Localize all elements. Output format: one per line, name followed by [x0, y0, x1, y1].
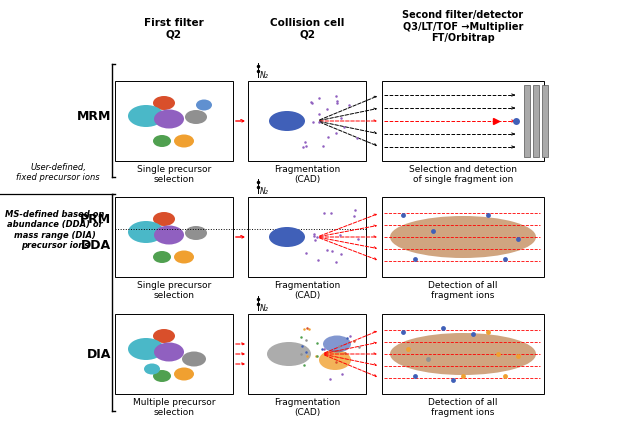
Ellipse shape [182, 352, 206, 367]
Ellipse shape [153, 212, 175, 226]
Ellipse shape [154, 110, 184, 129]
Ellipse shape [174, 135, 194, 148]
Ellipse shape [267, 342, 311, 366]
Bar [542, 86, 548, 158]
Ellipse shape [269, 112, 305, 132]
Bar [533, 86, 539, 158]
Bar [115, 314, 233, 394]
Bar [382, 314, 544, 394]
Ellipse shape [153, 97, 175, 111]
Bar [382, 82, 544, 162]
Ellipse shape [174, 367, 194, 381]
Text: User-defined,
fixed precursor ions: User-defined, fixed precursor ions [16, 162, 100, 182]
Bar [248, 82, 366, 162]
Text: N₂: N₂ [260, 71, 269, 80]
Bar [382, 198, 544, 277]
Text: Multiple precursor
selection: Multiple precursor selection [133, 397, 215, 417]
Ellipse shape [153, 136, 171, 148]
Text: Fragmentation
(CAD): Fragmentation (CAD) [274, 280, 340, 300]
Bar [248, 198, 366, 277]
Ellipse shape [319, 350, 351, 370]
Ellipse shape [390, 333, 536, 375]
Text: DIA: DIA [87, 348, 111, 360]
Text: MRM: MRM [77, 110, 111, 123]
Text: MS-defined based on
abundance (DDA) or
mass range (DIA)
precursor ions: MS-defined based on abundance (DDA) or m… [5, 209, 104, 250]
Bar [115, 82, 233, 162]
Ellipse shape [128, 106, 164, 128]
Ellipse shape [128, 338, 164, 360]
Ellipse shape [144, 364, 160, 374]
Text: DDA: DDA [81, 239, 111, 252]
Ellipse shape [185, 111, 207, 125]
Text: Detection of all
fragment ions: Detection of all fragment ions [428, 397, 498, 417]
Text: First filter
Q2: First filter Q2 [144, 18, 204, 39]
Ellipse shape [128, 222, 164, 244]
Text: Selection and detection
of single fragment ion: Selection and detection of single fragme… [409, 165, 517, 184]
Text: Fragmentation
(CAD): Fragmentation (CAD) [274, 165, 340, 184]
Text: PRM: PRM [80, 213, 111, 226]
Ellipse shape [323, 336, 351, 353]
Text: N₂: N₂ [260, 187, 269, 195]
Text: Single precursor
selection: Single precursor selection [137, 165, 211, 184]
Ellipse shape [154, 226, 184, 245]
Text: Second filter/detector
Q3/LT/TOF →Multiplier
FT/Orbitrap: Second filter/detector Q3/LT/TOF →Multip… [403, 10, 524, 43]
Ellipse shape [390, 216, 536, 258]
Ellipse shape [196, 100, 212, 111]
Bar [115, 198, 233, 277]
Text: Detection of all
fragment ions: Detection of all fragment ions [428, 280, 498, 300]
Text: N₂: N₂ [260, 303, 269, 312]
Text: Collision cell
Q2: Collision cell Q2 [270, 18, 344, 39]
Ellipse shape [269, 227, 305, 247]
Ellipse shape [153, 251, 171, 263]
Ellipse shape [185, 226, 207, 240]
Text: Fragmentation
(CAD): Fragmentation (CAD) [274, 397, 340, 417]
Ellipse shape [154, 343, 184, 362]
Bar [524, 86, 530, 158]
Ellipse shape [153, 370, 171, 382]
Ellipse shape [174, 251, 194, 264]
Text: Single precursor
selection: Single precursor selection [137, 280, 211, 300]
Ellipse shape [153, 329, 175, 343]
Bar [248, 314, 366, 394]
